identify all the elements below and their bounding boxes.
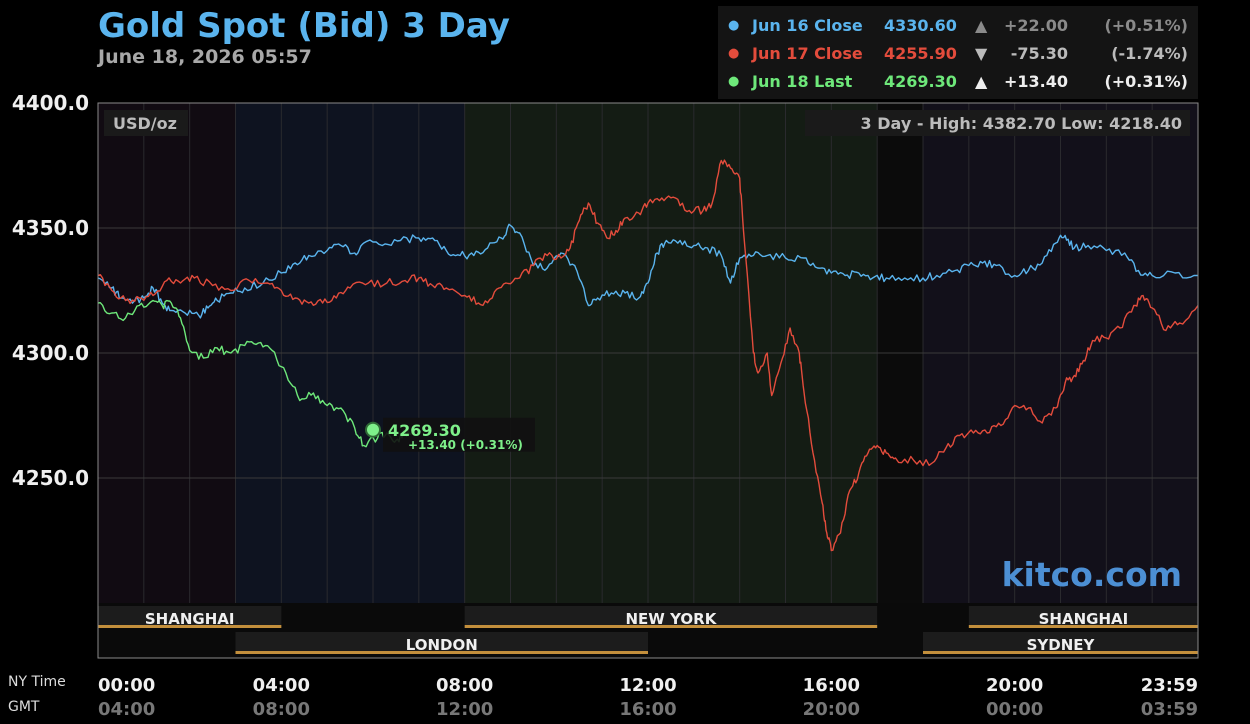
x-tick-label-ny: 16:00 (803, 675, 860, 696)
session-bar-underline (968, 625, 1198, 628)
unit-label-box (104, 110, 188, 136)
session-bar (98, 606, 282, 628)
summary-label: Jun 16 Close (752, 16, 863, 35)
session-bar (923, 632, 1198, 654)
down-arrow-icon: ▼ (975, 44, 988, 63)
up-arrow-icon: ▲ (975, 72, 988, 91)
x-tick-label-gmt: 08:00 (253, 699, 310, 720)
session-bar (968, 606, 1198, 628)
summary-row-jun17: ● Jun 17 Close 4255.90 ▼ -75.30 (-1.74%) (718, 40, 1198, 68)
x-tick-label-gmt: 04:00 (98, 699, 155, 720)
session-bar-underline (98, 625, 282, 628)
x-tick-label-gmt: 12:00 (436, 699, 493, 720)
series-line-jun-16 (97, 223, 1199, 319)
summary-pct: (+0.31%) (1104, 72, 1188, 91)
session-bar-underline (923, 651, 1198, 654)
plot-border (97, 102, 1199, 659)
chart-timestamp: June 18, 2026 05:57 (98, 46, 312, 68)
summary-delta: +22.00 (1003, 16, 1068, 35)
jun18-dot-icon: ● (728, 74, 740, 89)
x-tick-label-gmt: 03:59 (1141, 699, 1198, 720)
summary-panel: ● Jun 16 Close 4330.60 ▲ +22.00 (+0.51%)… (718, 6, 1198, 99)
x-tick-label-ny: 00:00 (98, 675, 155, 696)
kitco-logo: kitco.com (1002, 555, 1182, 594)
session-label: SHANGHAI (1039, 610, 1129, 628)
x-tick-label-ny: 04:00 (253, 675, 310, 696)
session-bar (235, 632, 648, 654)
summary-label: Jun 17 Close (752, 44, 863, 63)
summary-delta: -75.30 (1010, 44, 1068, 63)
summary-pct: (-1.74%) (1111, 44, 1188, 63)
chart-title: Gold Spot (Bid) 3 Day (98, 6, 510, 46)
ny-time-label: NY Time (8, 674, 66, 690)
unit-label: USD/oz (113, 114, 177, 133)
y-tick-label: 4300.0 (12, 341, 89, 365)
summary-delta: +13.40 (1003, 72, 1068, 91)
session-bar-underline (464, 625, 878, 628)
y-tick-label: 4250.0 (12, 466, 89, 490)
last-price-change: +13.40 (+0.31%) (408, 438, 523, 452)
range-label: 3 Day - High: 4382.70 Low: 4218.40 (861, 114, 1182, 133)
session-label: SYDNEY (1027, 636, 1096, 654)
x-tick-label-ny: 12:00 (619, 675, 676, 696)
summary-value: 4269.30 (884, 72, 957, 91)
jun17-dot-icon: ● (728, 46, 740, 61)
session-label: LONDON (406, 636, 478, 654)
up-arrow-icon: ▲ (975, 16, 988, 35)
y-tick-label: 4350.0 (12, 216, 89, 240)
last-price-box (383, 417, 535, 452)
x-tick-label-gmt: 16:00 (619, 699, 676, 720)
jun16-dot-icon: ● (728, 18, 740, 33)
x-tick-label-gmt: 20:00 (803, 699, 860, 720)
y-tick-label: 4400.0 (12, 91, 89, 115)
range-label-box (805, 110, 1190, 136)
session-label: SHANGHAI (145, 610, 235, 628)
x-tick-label-ny: 23:59 (1141, 675, 1198, 696)
session-bar-underline (235, 651, 648, 654)
session-bar (464, 606, 878, 628)
x-tick-label-ny: 20:00 (986, 675, 1043, 696)
series-line-jun-17 (97, 159, 1199, 552)
last-price-value: 4269.30 (388, 421, 461, 440)
summary-row-jun18: ● Jun 18 Last 4269.30 ▲ +13.40 (+0.31%) (718, 68, 1198, 96)
session-label: NEW YORK (626, 610, 718, 628)
summary-row-jun16: ● Jun 16 Close 4330.60 ▲ +22.00 (+0.51%) (718, 12, 1198, 40)
x-tick-label-ny: 08:00 (436, 675, 493, 696)
gmt-label: GMT (8, 699, 40, 715)
last-price-marker (365, 421, 381, 438)
summary-pct: (+0.51%) (1104, 16, 1188, 35)
summary-value: 4330.60 (884, 16, 957, 35)
summary-label: Jun 18 Last (752, 72, 853, 91)
summary-value: 4255.90 (884, 44, 957, 63)
x-tick-label-gmt: 00:00 (986, 699, 1043, 720)
